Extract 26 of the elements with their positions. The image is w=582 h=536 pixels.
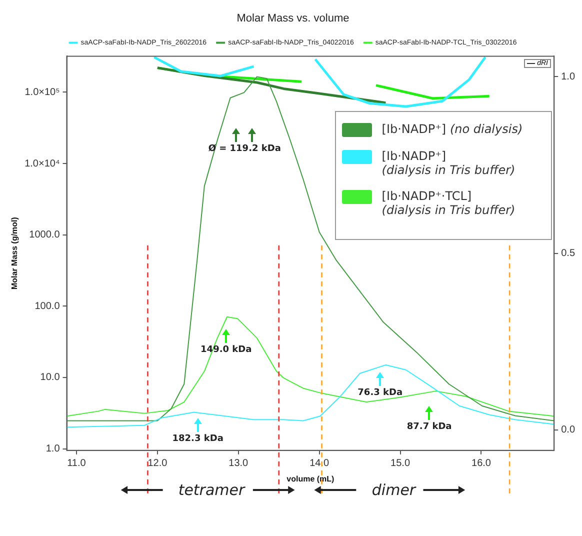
x-tick-label: 15.0 <box>390 458 410 470</box>
x-tick-label: 11.0 <box>67 458 86 470</box>
sample-key: [Ib·NADP⁺] (no dialysis) [Ib·NADP⁺] (dialysis in Tris buffer) [Ib·NADP⁺·TCL] (dialysis in Tris buffer) <box>334 111 552 240</box>
text: tetramer <box>178 481 245 500</box>
annotation: 76.3 kDa <box>358 388 403 398</box>
annotation: 87.7 kDa <box>406 422 452 432</box>
y2-tick-label: 1.0 <box>561 71 576 82</box>
x-tick-label: 12.0 <box>148 458 168 470</box>
y-axis-title: Molar Mass (g/mol) <box>10 216 20 290</box>
chart-title: Molar Mass vs. volume <box>236 12 350 25</box>
y2-tick-label: 0.5 <box>561 248 576 260</box>
y-tick-label: 1.0×10⁴ <box>24 158 60 170</box>
y-tick-label: 100.0 <box>34 300 60 312</box>
y-tick-label: 10.0 <box>40 372 60 384</box>
x-tick-label: 16.0 <box>472 458 492 470</box>
text: dimer <box>372 481 416 500</box>
y-tick-label: 1.0×10⁵ <box>24 86 60 98</box>
annotation: [Ib·NADP⁺] (no dialysis) <box>382 122 523 136</box>
y-tick-label: 1.0 <box>46 444 60 455</box>
x-tick-label: 13.0 <box>228 458 249 470</box>
x-axis-title: volume (mL) <box>286 474 335 484</box>
y2-tick-label: 0.0 <box>561 424 576 436</box>
annotation: 182.3 kDa <box>172 434 224 444</box>
annotation: [Ib·NADP⁺·TCL] (dialysis in Tris buffer) <box>382 189 516 218</box>
annotation: [Ib·NADP⁺] (dialysis in Tris buffer) <box>382 149 516 178</box>
y-tick-label: 1000.0 <box>29 230 60 241</box>
